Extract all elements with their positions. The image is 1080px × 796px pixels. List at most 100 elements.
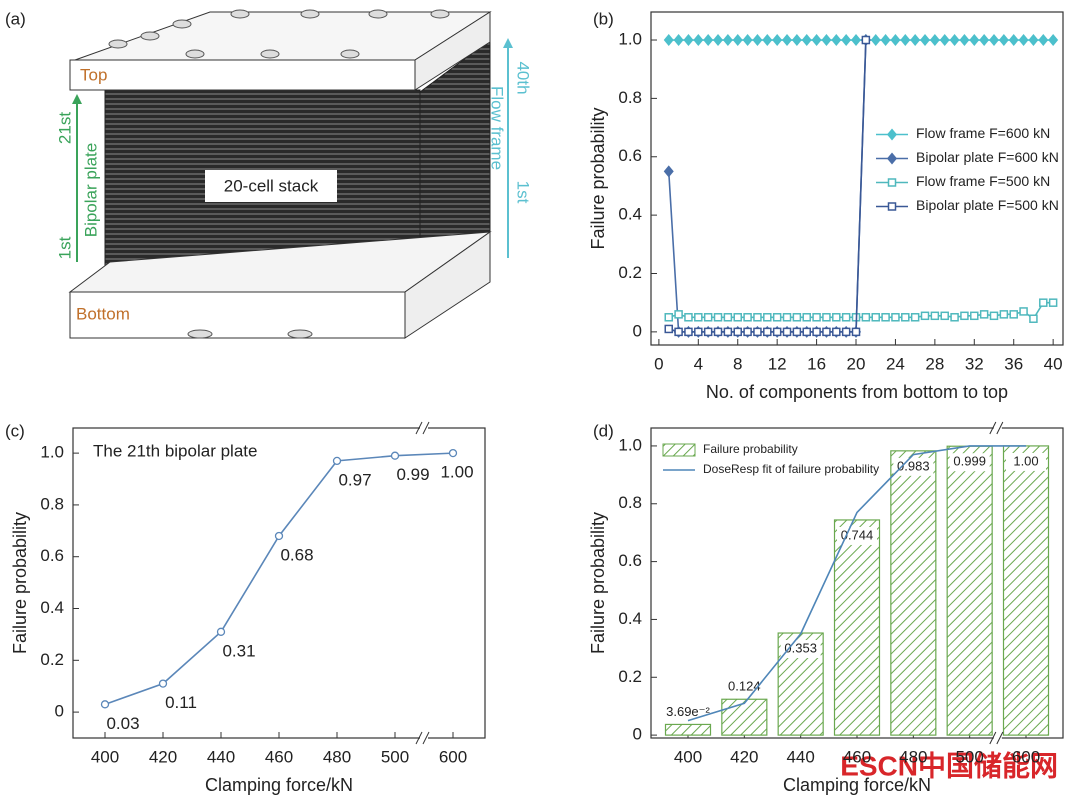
axis-break-gap xyxy=(993,736,1002,740)
y-tick-label: 0.4 xyxy=(618,205,642,224)
marker xyxy=(870,34,881,47)
series-line xyxy=(668,301,1054,320)
legend-label: Failure probability xyxy=(703,442,798,456)
marker xyxy=(832,327,841,337)
y-tick-label: 1.0 xyxy=(618,30,642,49)
marker xyxy=(1018,34,1029,47)
x-tick-label: 20 xyxy=(847,354,866,373)
x-tick-label: 420 xyxy=(149,747,177,766)
legend-label: Flow frame F=500 kN xyxy=(916,173,1050,189)
marker xyxy=(998,34,1009,47)
axis-break xyxy=(415,731,423,745)
marker xyxy=(979,310,989,319)
marker xyxy=(663,165,674,178)
marker xyxy=(1019,307,1028,316)
marker xyxy=(763,327,772,337)
y-tick-label: 0.4 xyxy=(618,609,642,628)
marker xyxy=(753,313,762,322)
bar xyxy=(833,519,881,736)
x-tick-label: 32 xyxy=(965,354,984,373)
marker xyxy=(910,313,920,322)
marker xyxy=(1048,34,1059,47)
plot-frame xyxy=(650,11,1064,346)
series-line xyxy=(104,452,454,706)
axis-break xyxy=(996,731,1004,745)
marker xyxy=(753,327,762,337)
marker xyxy=(703,313,713,322)
legend-label: Bipolar plate F=600 kN xyxy=(916,149,1059,165)
bipolar-bottom: 1st xyxy=(55,236,74,259)
y-tick-label: 0.2 xyxy=(618,263,642,282)
marker xyxy=(792,327,802,337)
legend-label: DoseResp fit of failure probability xyxy=(703,462,879,476)
marker xyxy=(831,34,842,47)
marker xyxy=(762,34,773,47)
frame-bottom: 1st xyxy=(514,181,533,204)
marker xyxy=(999,310,1009,319)
marker xyxy=(274,531,284,541)
axis-break xyxy=(996,421,1004,435)
y-tick-label: 0.8 xyxy=(618,88,642,107)
marker xyxy=(949,34,960,47)
marker xyxy=(772,327,782,337)
marker xyxy=(940,311,949,321)
bar xyxy=(721,698,768,736)
x-tick-label: 24 xyxy=(886,354,905,373)
axis-break-gap xyxy=(993,426,1002,430)
marker xyxy=(1009,310,1018,319)
x-tick-label: 400 xyxy=(674,747,702,766)
bar xyxy=(946,445,993,736)
x-tick-label: 400 xyxy=(91,747,119,766)
frame-top: 40th xyxy=(514,61,533,94)
marker xyxy=(664,313,673,322)
stack-illustration xyxy=(68,9,513,339)
axis-break xyxy=(422,421,430,435)
value-label-box xyxy=(837,526,877,545)
x-tick-label: 600 xyxy=(439,747,467,766)
x-tick-label: 420 xyxy=(730,747,758,766)
legend-swatch xyxy=(662,443,696,457)
x-tick-label: 460 xyxy=(265,747,293,766)
marker xyxy=(703,34,714,47)
marker xyxy=(733,313,742,322)
y-tick-label: 1.0 xyxy=(618,435,642,454)
value-label: 0.124 xyxy=(728,679,761,694)
series-line xyxy=(667,39,867,333)
marker xyxy=(742,34,753,47)
marker xyxy=(969,34,980,47)
x-tick-label: 500 xyxy=(955,747,983,766)
y-tick-label: 0 xyxy=(55,702,64,721)
marker xyxy=(891,313,900,322)
series-line xyxy=(668,39,867,333)
x-tick-label: 480 xyxy=(323,747,351,766)
x-tick-label: 460 xyxy=(843,747,871,766)
marker xyxy=(158,679,168,688)
axis-break-gap xyxy=(420,736,428,740)
marker xyxy=(684,313,693,322)
x-axis-label: Clamping force/kN xyxy=(205,775,353,795)
top-label: Top xyxy=(80,65,107,84)
y-axis-label: Failure probability xyxy=(10,512,30,654)
marker xyxy=(929,34,940,47)
marker xyxy=(802,313,811,322)
panel-label: (b) xyxy=(593,9,614,28)
marker xyxy=(216,627,226,636)
axis-break xyxy=(422,731,430,745)
marker xyxy=(723,327,733,337)
value-label: 0.11 xyxy=(165,693,197,712)
value-label: 0.97 xyxy=(338,470,371,489)
marker xyxy=(694,327,703,337)
x-tick-label: 440 xyxy=(207,747,235,766)
bottom-label: Bottom xyxy=(76,304,130,323)
marker xyxy=(887,152,897,165)
bar xyxy=(1002,445,1050,736)
marker xyxy=(1029,314,1038,323)
legend-label: Bipolar plate F=500 kN xyxy=(916,197,1059,213)
y-tick-label: 0.4 xyxy=(40,598,64,617)
series-line xyxy=(687,445,1026,722)
x-axis-label: No. of components from bottom to top xyxy=(706,382,1008,402)
marker xyxy=(959,34,970,47)
x-tick-label: 16 xyxy=(807,354,826,373)
marker xyxy=(792,313,802,322)
